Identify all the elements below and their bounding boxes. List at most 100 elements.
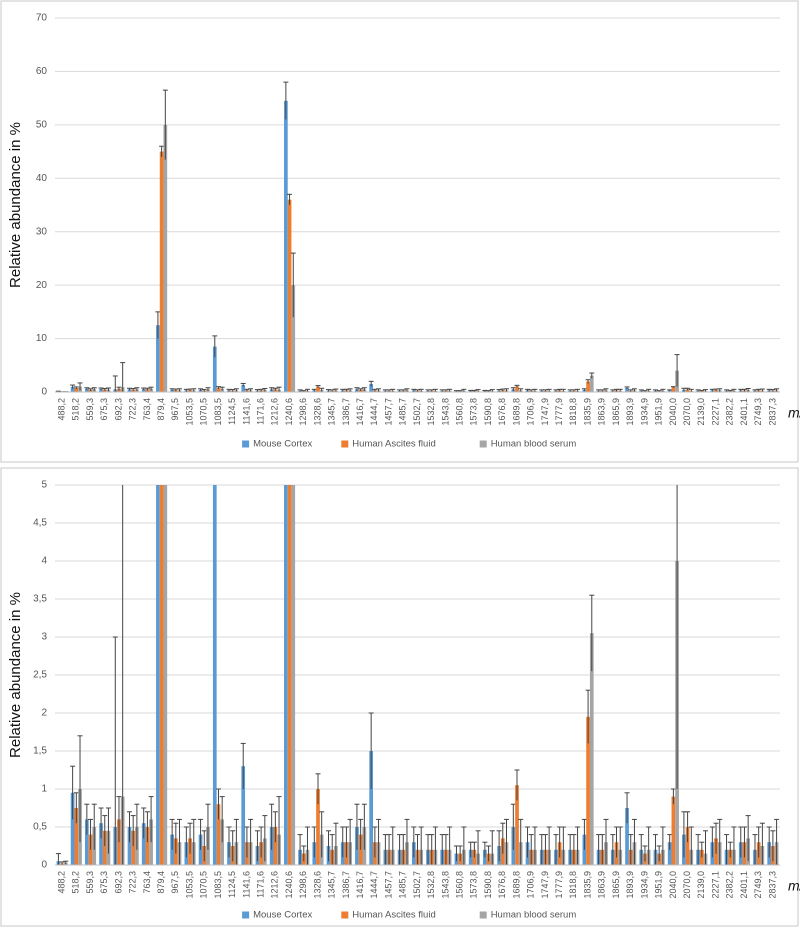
error-bar [262, 815, 268, 862]
y-axis-title: Relative abundance in % [7, 122, 24, 288]
error-bar [404, 818, 410, 865]
x-tick-label: 1083,5 [213, 398, 223, 426]
error-bar [486, 845, 492, 862]
x-axis-title: m/z [788, 405, 800, 421]
bar [273, 389, 278, 392]
x-tick-label: 1345,7 [327, 871, 337, 899]
error-bar [670, 788, 676, 805]
error-bar [475, 830, 481, 865]
y-tick-label: 3,5 [33, 594, 47, 605]
plot-area [55, 485, 780, 865]
error-bar [205, 803, 211, 850]
bar [625, 387, 629, 392]
legend-swatch [242, 440, 250, 448]
bar [671, 387, 676, 392]
error-bar [670, 386, 676, 388]
legend-label: Human Ascites fluid [352, 439, 435, 450]
error-bar [240, 382, 246, 387]
error-bar [215, 788, 221, 820]
error-bar [88, 388, 94, 391]
error-bar [159, 145, 165, 157]
bar [131, 389, 136, 392]
error-bar [457, 845, 463, 862]
error-bar [112, 636, 118, 865]
error-bar [581, 818, 587, 850]
x-tick-label: 559,3 [85, 398, 95, 421]
legend-swatch [479, 911, 487, 919]
error-bar [297, 834, 303, 865]
x-tick-label: 1747,9 [540, 871, 550, 899]
error-bar [676, 485, 678, 789]
bar [586, 381, 590, 392]
error-bar [376, 818, 382, 865]
error-bar [724, 834, 730, 865]
x-tick-label: 2139,0 [696, 871, 706, 899]
bar [586, 716, 590, 865]
error-bar [63, 860, 69, 865]
bar [141, 823, 146, 865]
error-bar [617, 826, 623, 865]
error-bar [169, 818, 175, 850]
error-bar [589, 372, 595, 379]
error-bar [603, 388, 609, 392]
error-bar [631, 818, 637, 865]
x-tick-label: 1777,9 [554, 871, 564, 899]
error-bar [429, 834, 435, 865]
x-tick-label: 1212,6 [270, 398, 280, 426]
y-tick-label: 60 [36, 66, 48, 77]
x-tick-label: 1865,9 [611, 398, 621, 426]
error-bar [244, 826, 250, 858]
error-bar [262, 388, 268, 392]
error-bar [358, 818, 364, 850]
x-tick-label: 488,2 [56, 398, 66, 421]
error-bar [333, 822, 339, 865]
x-tick-label: 1386,7 [341, 398, 351, 426]
bar [127, 389, 132, 392]
bar [141, 389, 146, 392]
error-bar [741, 388, 747, 392]
error-bar [390, 826, 396, 865]
x-tick-label: 1863,9 [597, 398, 607, 426]
error-bar [599, 834, 605, 865]
error-bar [84, 803, 90, 835]
y-tick-label: 5 [41, 480, 47, 491]
y-tick-label: 10 [36, 333, 48, 344]
y-tick-label: 0 [41, 387, 47, 398]
x-tick-label: 1747,9 [540, 398, 550, 426]
x-tick-label: 2070,0 [682, 871, 692, 899]
bar [145, 827, 150, 865]
bar [216, 387, 221, 392]
x-tick-label: 722,3 [128, 871, 138, 894]
legend-label: Human Ascites fluid [352, 910, 435, 921]
error-bar [301, 845, 307, 862]
error-bar [155, 311, 161, 339]
y-tick-label: 0 [41, 860, 47, 871]
error-bar [432, 826, 438, 865]
x-tick-label: 2040,0 [668, 398, 678, 426]
error-bar [148, 386, 154, 391]
x-tick-label: 1328,6 [312, 871, 322, 899]
error-bar [269, 387, 275, 391]
legend-label: Mouse Cortex [253, 439, 312, 450]
error-bar [404, 388, 410, 392]
error-bar [116, 796, 122, 843]
x-tick-label: 1532,8 [426, 398, 436, 426]
x-tick-label: 1298,6 [298, 398, 308, 426]
x-tick-label: 1053,5 [184, 398, 194, 426]
error-bar [347, 388, 353, 392]
bar [99, 823, 103, 865]
bar [671, 796, 676, 865]
error-bar [315, 385, 321, 388]
error-bar [105, 807, 111, 854]
bar [241, 766, 246, 865]
x-tick-label: 1865,9 [611, 871, 621, 899]
x-tick-label: 1240,6 [284, 871, 294, 899]
x-tick-label: 2139,0 [696, 398, 706, 426]
y-tick-label: 40 [36, 173, 48, 184]
x-tick-label: 1835,9 [582, 398, 592, 426]
error-bar [141, 807, 147, 839]
error-bar [130, 815, 136, 846]
bar [515, 386, 519, 392]
bar [284, 485, 288, 865]
